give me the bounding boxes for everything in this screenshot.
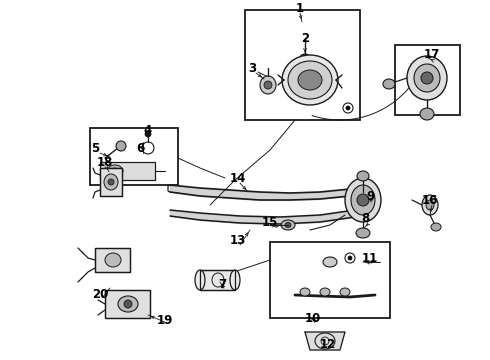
Text: 7: 7 (218, 279, 226, 292)
Bar (100, 168, 122, 196)
Ellipse shape (345, 178, 381, 222)
Ellipse shape (264, 81, 272, 89)
Text: 20: 20 (92, 288, 108, 302)
Bar (95, 248, 130, 272)
Text: 16: 16 (422, 194, 438, 207)
Ellipse shape (422, 195, 438, 215)
Ellipse shape (431, 223, 441, 231)
Text: 8: 8 (361, 211, 369, 225)
Ellipse shape (111, 168, 119, 174)
Ellipse shape (145, 131, 151, 137)
Ellipse shape (320, 288, 330, 296)
Ellipse shape (298, 70, 322, 90)
Text: 11: 11 (362, 252, 378, 265)
Ellipse shape (323, 257, 337, 267)
Ellipse shape (357, 171, 369, 181)
Ellipse shape (260, 76, 276, 94)
Text: 10: 10 (305, 311, 321, 324)
Text: 4: 4 (144, 123, 152, 136)
Bar (90, 128, 178, 185)
Ellipse shape (426, 200, 434, 210)
Ellipse shape (195, 270, 205, 290)
Ellipse shape (288, 61, 332, 99)
Ellipse shape (420, 108, 434, 120)
Ellipse shape (108, 179, 114, 185)
Ellipse shape (357, 194, 369, 206)
Ellipse shape (356, 228, 370, 238)
Text: 2: 2 (301, 31, 309, 45)
Text: 1: 1 (296, 1, 304, 14)
Bar (105, 290, 150, 318)
Ellipse shape (282, 55, 338, 105)
Ellipse shape (351, 185, 375, 215)
Ellipse shape (300, 54, 310, 62)
Ellipse shape (414, 64, 440, 92)
Text: 3: 3 (248, 62, 256, 75)
Ellipse shape (346, 106, 350, 110)
Bar (200, 270, 235, 290)
Text: 14: 14 (230, 171, 246, 184)
Ellipse shape (105, 253, 121, 267)
Ellipse shape (348, 256, 352, 260)
Text: 5: 5 (91, 141, 99, 154)
Ellipse shape (383, 79, 395, 89)
Text: 12: 12 (320, 338, 336, 351)
Text: 6: 6 (136, 141, 144, 154)
Text: 17: 17 (424, 49, 440, 62)
Text: 13: 13 (230, 234, 246, 247)
Ellipse shape (285, 222, 291, 228)
Bar (245, 10, 360, 120)
Bar (100, 168, 122, 196)
Ellipse shape (281, 220, 295, 230)
Text: 18: 18 (97, 157, 113, 170)
Ellipse shape (407, 56, 447, 100)
Ellipse shape (300, 288, 310, 296)
Ellipse shape (124, 300, 132, 308)
Ellipse shape (107, 165, 123, 177)
Ellipse shape (104, 174, 118, 190)
Bar (200, 270, 235, 290)
Ellipse shape (421, 72, 433, 84)
Text: 19: 19 (157, 314, 173, 327)
Text: 9: 9 (366, 189, 374, 202)
Ellipse shape (230, 270, 240, 290)
Polygon shape (305, 332, 345, 350)
Bar (100, 162, 155, 180)
Ellipse shape (118, 296, 138, 312)
Bar (95, 248, 130, 272)
Bar (105, 290, 150, 318)
Ellipse shape (340, 288, 350, 296)
Bar (395, 45, 460, 115)
Bar (100, 162, 155, 180)
Text: 15: 15 (262, 216, 278, 229)
Ellipse shape (116, 141, 126, 151)
Bar (270, 242, 390, 318)
